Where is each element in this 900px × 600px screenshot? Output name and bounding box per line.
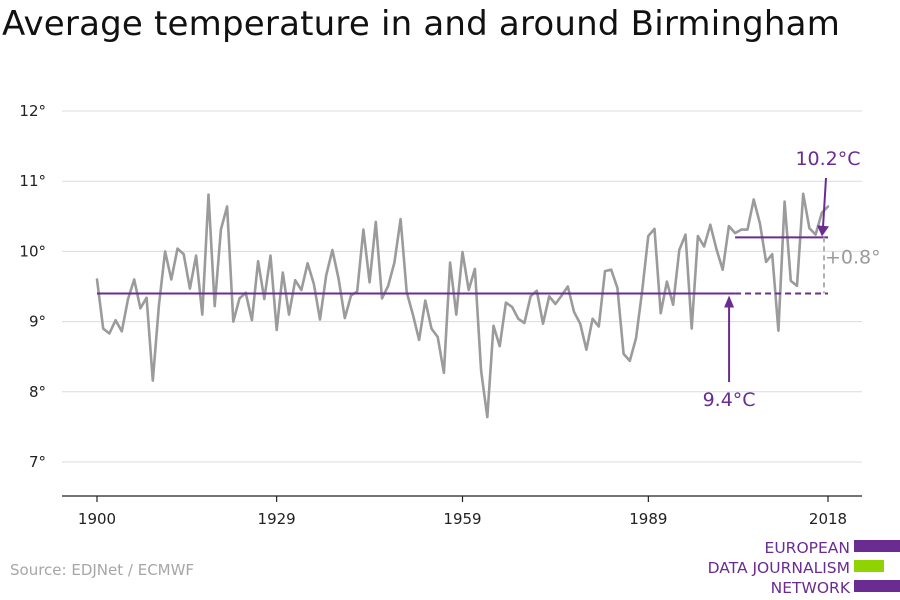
recent-arrow-line	[822, 177, 827, 228]
x-tick-label: 1989	[629, 510, 667, 528]
x-axis-tick-labels: 1900 1929 1959 1989 2018	[78, 496, 847, 528]
y-axis-tick-labels: 7° 8° 9° 10° 11° 12°	[19, 102, 46, 471]
source-note: Source: EDJNet / ECMWF	[10, 561, 195, 579]
x-tick-label: 1959	[443, 510, 481, 528]
logo-bar-bottom	[854, 580, 900, 592]
x-tick-label: 2018	[809, 510, 847, 528]
difference-label: +0.8°	[825, 246, 881, 268]
edjnet-logo: EUROPEAN DATA JOURNALISM NETWORK	[700, 538, 900, 600]
logo-bars-icon	[854, 540, 900, 600]
y-tick-label: 7°	[29, 453, 46, 471]
y-tick-label: 8°	[29, 383, 46, 401]
series-layer	[95, 192, 830, 419]
y-tick-label: 10°	[19, 242, 46, 260]
temperature-series-line	[95, 192, 830, 419]
chart-title: Average temperature in and around Birmin…	[2, 4, 841, 44]
annotations: +0.8° 9.4°C 10.2°C	[703, 148, 881, 411]
x-tick-label: 1900	[78, 510, 116, 528]
recent-arrow-head	[817, 225, 829, 237]
logo-bar-top	[854, 540, 900, 552]
logo-line-2: DATA JOURNALISM	[707, 559, 850, 577]
logo-bar-middle	[854, 560, 884, 572]
y-tick-label: 9°	[29, 313, 46, 331]
x-tick-label: 1929	[258, 510, 296, 528]
reference-lines	[97, 236, 828, 295]
y-tick-label: 11°	[19, 172, 46, 190]
logo-line-1: EUROPEAN	[764, 539, 850, 557]
y-tick-label: 12°	[19, 102, 46, 120]
logo-line-3: NETWORK	[770, 579, 850, 597]
baseline-average-label: 9.4°C	[703, 389, 756, 411]
recent-average-label: 10.2°C	[795, 148, 860, 170]
logo-text: EUROPEAN DATA JOURNALISM NETWORK	[708, 538, 850, 598]
baseline-arrow-head	[724, 295, 735, 308]
